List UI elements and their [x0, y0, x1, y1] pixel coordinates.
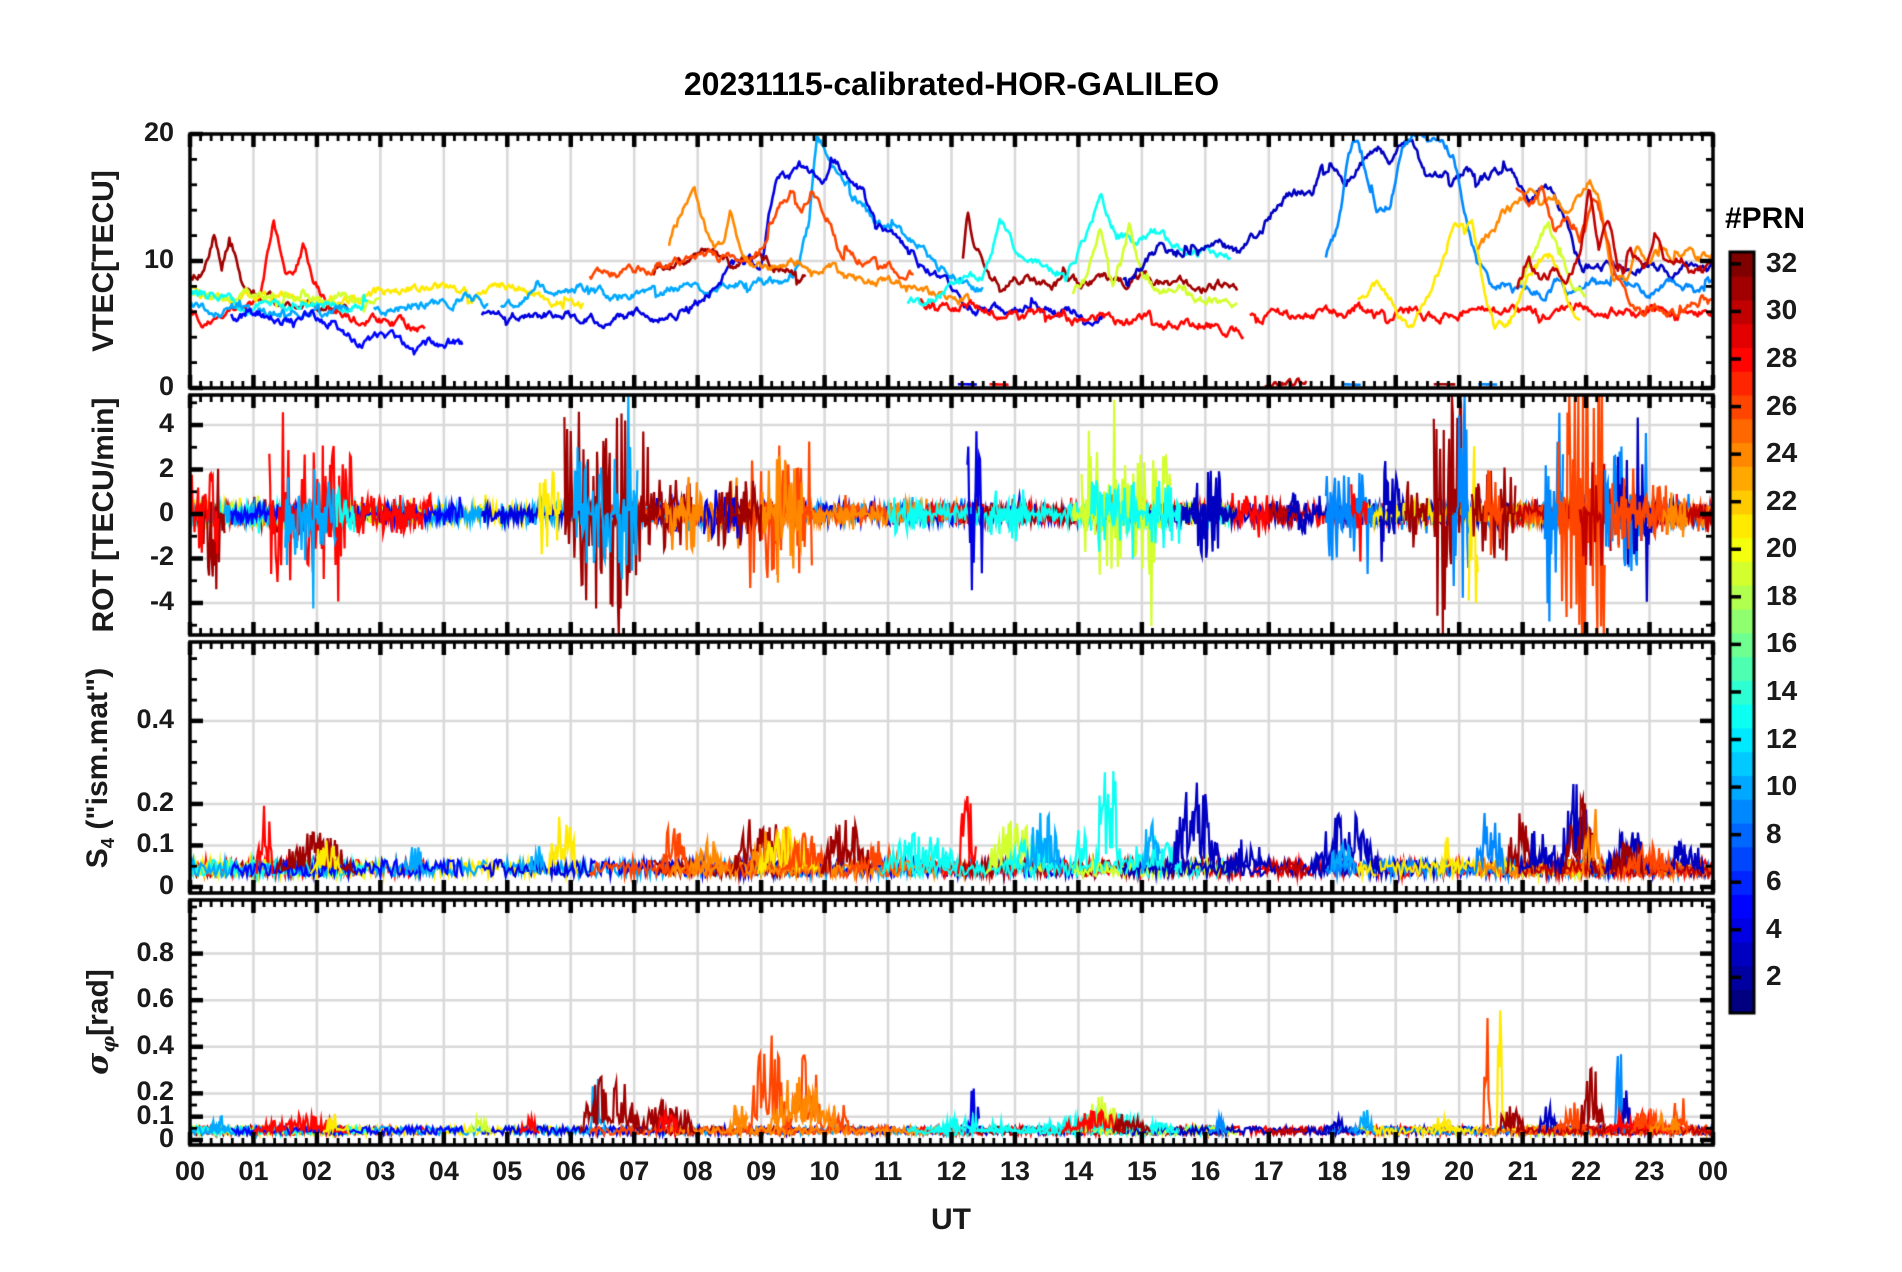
colorbar-tick-label: 32	[1766, 246, 1798, 278]
y-tick-label-sigma_phi: 0.4	[136, 1029, 174, 1060]
x-tick-label: 07	[619, 1156, 650, 1186]
chart-title: 20231115-calibrated-HOR-GALILEO	[683, 66, 1220, 102]
colorbar-tick-label: 30	[1766, 294, 1798, 326]
colorbar-tick-label: 2	[1766, 960, 1782, 992]
colorbar-tick-label: 12	[1766, 722, 1798, 754]
x-tick-label: 02	[301, 1156, 332, 1186]
x-tick-label: 16	[1190, 1156, 1221, 1186]
y-tick-label-rot: -2	[149, 541, 174, 572]
x-tick-label: 22	[1571, 1156, 1602, 1186]
y-tick-label-rot: -4	[149, 585, 174, 616]
x-tick-label: 20	[1444, 1156, 1475, 1186]
x-tick-label: 19	[1380, 1156, 1411, 1186]
colorbar-tick-label: 24	[1766, 437, 1798, 469]
x-tick-label: 10	[809, 1156, 840, 1186]
x-tick-label: 08	[682, 1156, 713, 1186]
x-tick-label: 13	[999, 1156, 1030, 1186]
colorbar-tick-label: 14	[1766, 674, 1798, 706]
y-tick-label-rot: 4	[158, 408, 174, 439]
y-tick-label-sigma_phi: 0.2	[136, 1076, 174, 1107]
colorbar-tick-label: 16	[1766, 627, 1798, 659]
colorbar-tick-label: 6	[1766, 865, 1782, 897]
y-tick-label-sigma_phi: 0.6	[136, 983, 174, 1014]
colorbar-tick-label: 4	[1766, 912, 1782, 944]
y-tick-label-rot: 0	[158, 496, 174, 527]
colorbar-tick-label: 28	[1766, 342, 1798, 374]
x-tick-label: 14	[1063, 1156, 1094, 1186]
colorbar-title: #PRN	[1724, 202, 1806, 235]
y-tick-label-sigma_phi: 0	[158, 1122, 174, 1153]
x-tick-label: 17	[1253, 1156, 1284, 1186]
colorbar-tick-label: 26	[1766, 389, 1798, 421]
x-tick-label: 15	[1126, 1156, 1157, 1186]
x-tick-label: 05	[492, 1156, 523, 1186]
colorbar-tick-label: 10	[1766, 770, 1798, 802]
x-tick-label: 06	[555, 1156, 586, 1186]
y-tick-label-s4: 0.2	[136, 786, 174, 817]
x-tick-label: 21	[1507, 1156, 1538, 1186]
x-tick-label: 00	[1697, 1156, 1729, 1186]
x-tick-label: 23	[1634, 1156, 1665, 1186]
colorbar-tick-label: 18	[1766, 579, 1798, 611]
y-tick-label-sigma_phi: 0.8	[136, 936, 174, 967]
x-tick-label: 09	[746, 1156, 777, 1186]
y-tick-label-vtec: 10	[143, 244, 174, 274]
x-tick-label: 01	[238, 1156, 269, 1186]
x-tick-label: 11	[873, 1156, 903, 1186]
x-tick-label: 12	[936, 1156, 967, 1186]
y-tick-label-sigma_phi: 0.1	[136, 1099, 174, 1130]
y-tick-label-s4: 0.1	[136, 828, 174, 859]
x-tick-label: 04	[428, 1156, 459, 1186]
x-axis-label: UT	[931, 1203, 971, 1236]
x-tick-label: 00	[174, 1156, 206, 1186]
colorbar-tick-label: 22	[1766, 484, 1798, 516]
colorbar-tick-label: 20	[1766, 532, 1798, 564]
y-tick-label-s4: 0.4	[136, 703, 174, 734]
y-tick-label-rot: 2	[158, 452, 174, 483]
colorbar-tick-label: 8	[1766, 817, 1782, 849]
x-tick-label: 03	[365, 1156, 396, 1186]
x-tick-label: 18	[1317, 1156, 1348, 1186]
y-tick-label-vtec: 20	[143, 117, 174, 147]
y-tick-label-vtec: 0	[158, 371, 174, 401]
y-tick-label-s4: 0	[158, 869, 174, 900]
